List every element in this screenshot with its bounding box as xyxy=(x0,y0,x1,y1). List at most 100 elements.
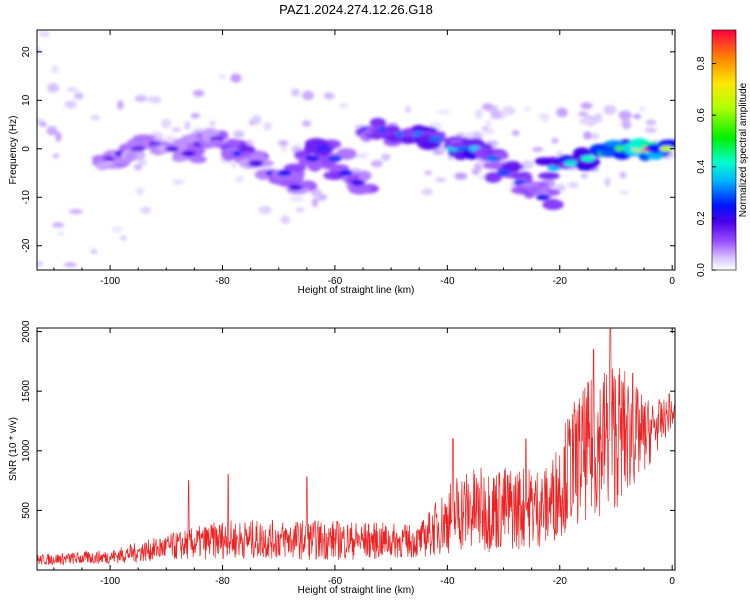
y-tick-label: -10 xyxy=(21,190,32,205)
heatmap-cell xyxy=(538,172,560,180)
colorbar-tick-label: 0.6 xyxy=(696,108,707,122)
colorbar-tick-label: 0.8 xyxy=(696,56,707,70)
heatmap-cell xyxy=(235,176,244,183)
heatmap-cell xyxy=(482,161,504,170)
heatmap-cell xyxy=(350,179,365,186)
heatmap-cell xyxy=(604,177,611,187)
heatmap-cell xyxy=(404,105,412,114)
snr-plot-area xyxy=(37,328,675,570)
heatmap-cell xyxy=(501,105,516,116)
y-tick-label: 500 xyxy=(21,502,32,519)
heatmap-cell xyxy=(37,261,44,267)
heatmap-cell xyxy=(583,131,592,140)
heatmap-cell xyxy=(537,113,551,119)
heatmap-cell xyxy=(510,172,529,180)
heatmap-cell xyxy=(475,109,483,119)
heatmap-cell xyxy=(310,188,322,197)
snr-y-axis-label: SNR (10 * v/v) xyxy=(8,417,19,481)
heatmap-cell xyxy=(604,140,624,148)
heatmap-x-axis-label: Height of straight line (km) xyxy=(298,285,415,296)
x-tick-label: 0 xyxy=(669,276,675,287)
heatmap-cell xyxy=(578,111,589,117)
heatmap-cell xyxy=(302,90,315,101)
heatmap-cell xyxy=(429,136,444,143)
heatmap-cell xyxy=(490,110,503,120)
heatmap-cell xyxy=(369,117,386,128)
heatmap-cell xyxy=(633,113,642,120)
heatmap-cell xyxy=(184,121,191,130)
y-tick-label: -20 xyxy=(21,238,32,253)
y-tick-label: 1000 xyxy=(21,439,32,462)
heatmap-cell xyxy=(280,215,291,225)
heatmap-cell xyxy=(263,122,272,131)
heatmap-cell xyxy=(485,155,500,162)
colorbar-gradient xyxy=(711,29,737,271)
heatmap-cell xyxy=(386,135,402,143)
heatmap-cell xyxy=(583,118,595,125)
colorbar-label: Normalized spectral amplitude xyxy=(738,82,749,217)
heatmap-cell xyxy=(280,147,288,152)
heatmap-cell xyxy=(192,89,205,97)
heatmap-cell xyxy=(278,140,289,147)
heatmap-cell xyxy=(171,155,187,162)
heatmap-cell xyxy=(336,148,357,160)
y-tick-label: 20 xyxy=(21,46,32,58)
x-tick-label: -100 xyxy=(100,276,120,287)
heatmap-cell xyxy=(51,65,60,74)
heatmap-cell xyxy=(619,171,627,179)
heatmap-cell xyxy=(181,150,196,157)
heatmap-cell xyxy=(523,107,531,112)
heatmap-cell xyxy=(258,205,272,215)
heatmap-cell xyxy=(140,206,152,214)
heatmap-cell xyxy=(251,115,262,126)
heatmap-cell xyxy=(52,152,60,159)
x-tick-label: -40 xyxy=(440,576,455,587)
colorbar-ticks: 0.0 0.2 0.4 0.6 0.8 xyxy=(696,56,716,277)
heatmap-cell xyxy=(327,155,342,162)
colorbar-tick-label: 0.4 xyxy=(696,159,707,173)
x-tick-label: -20 xyxy=(553,276,568,287)
heatmap-cell xyxy=(57,231,65,236)
heatmap-cell xyxy=(132,134,155,144)
x-tick-label: -40 xyxy=(440,276,455,287)
heatmap-cell xyxy=(289,196,304,202)
heatmap-cell xyxy=(283,163,307,173)
heatmap-cell xyxy=(481,103,494,111)
snr-panel: -100 -80 -60 -40 -20 0 500 1000 1500 2000 Height… xyxy=(8,320,676,596)
heatmap-cell xyxy=(172,178,185,185)
heatmap-cell xyxy=(74,92,84,100)
heatmap-cell xyxy=(421,188,434,196)
heatmap-cell xyxy=(484,172,502,183)
heatmap-cell xyxy=(314,149,333,157)
heatmap-cell xyxy=(540,117,549,123)
heatmap-cell xyxy=(423,140,441,148)
heatmap-cell xyxy=(277,170,292,177)
heatmap-cells xyxy=(37,30,675,267)
heatmap-cell xyxy=(381,153,391,161)
heatmap-cell xyxy=(302,120,312,127)
heatmap-cell xyxy=(138,159,148,166)
heatmap-cell xyxy=(124,151,138,162)
heatmap-cell xyxy=(46,126,58,136)
heatmap-cell xyxy=(354,153,369,158)
snr-x-axis-label: Height of straight line (km) xyxy=(298,585,415,596)
heatmap-cell xyxy=(370,160,383,168)
colorbar: 0.0 0.2 0.4 0.6 0.8 Normalized spectral ampl… xyxy=(696,29,749,277)
heatmap-cell xyxy=(218,73,226,80)
x-tick-label: -60 xyxy=(328,576,343,587)
snr-y-ticks: 500 1000 1500 2000 xyxy=(21,320,675,519)
heatmap-cell xyxy=(230,162,237,168)
heatmap-cell xyxy=(230,73,242,83)
heatmap-cell xyxy=(358,170,372,181)
heatmap-cell xyxy=(131,145,146,152)
heatmap-cell xyxy=(534,157,554,166)
y-tick-label: 0 xyxy=(21,146,32,152)
heatmap-cell xyxy=(233,130,245,138)
heatmap-cell xyxy=(645,119,657,126)
figure-title: PAZ1.2024.274.12.26.G18 xyxy=(279,2,433,17)
heatmap-cell xyxy=(400,136,415,144)
heatmap-y-ticks: -20 -10 0 10 20 xyxy=(21,46,675,253)
heatmap-cell xyxy=(339,170,354,177)
